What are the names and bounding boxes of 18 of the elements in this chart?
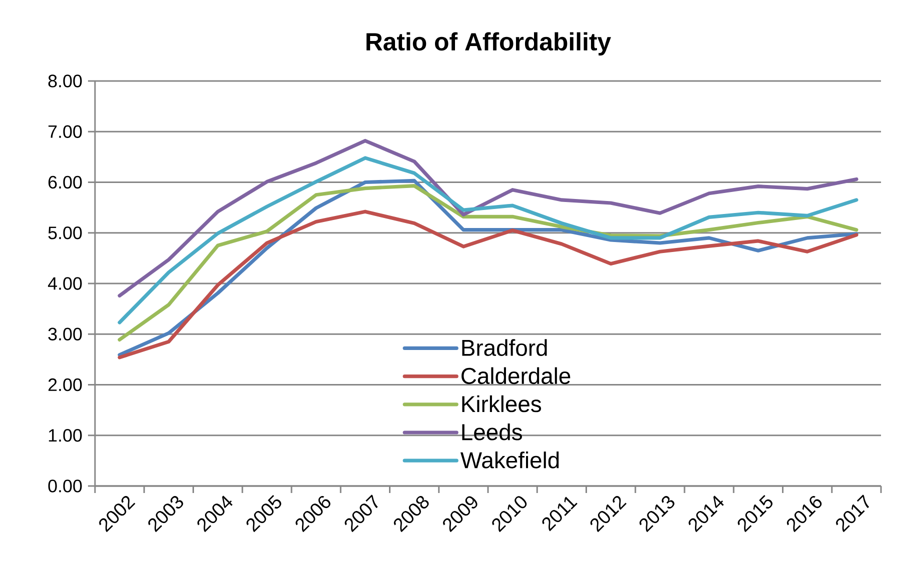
- y-tick-label: 4.00: [48, 277, 82, 290]
- legend-label: Kirklees: [462, 395, 542, 412]
- line-series: [118, 210, 858, 360]
- legend-label: Calderdale: [462, 367, 570, 384]
- y-tick-label: 5.00: [48, 226, 82, 240]
- y-tick-label: 6.00: [48, 176, 82, 189]
- legend-label: Bradford: [462, 339, 547, 356]
- y-tick-label: 3.00: [48, 328, 82, 340]
- y-tick-label: 8.00: [48, 74, 82, 88]
- y-tick-label: 1.00: [48, 429, 82, 442]
- line-series: [118, 156, 858, 324]
- y-tick-label: 2.00: [48, 378, 82, 392]
- y-tick-label: 0.00: [48, 480, 82, 492]
- legend-label: Wakefield: [460, 452, 559, 468]
- chart-title: Ratio of Affordability: [366, 32, 612, 56]
- legend-label: Leeds: [462, 423, 522, 440]
- line-series: [118, 138, 858, 298]
- y-tick-label: 7.00: [48, 125, 82, 138]
